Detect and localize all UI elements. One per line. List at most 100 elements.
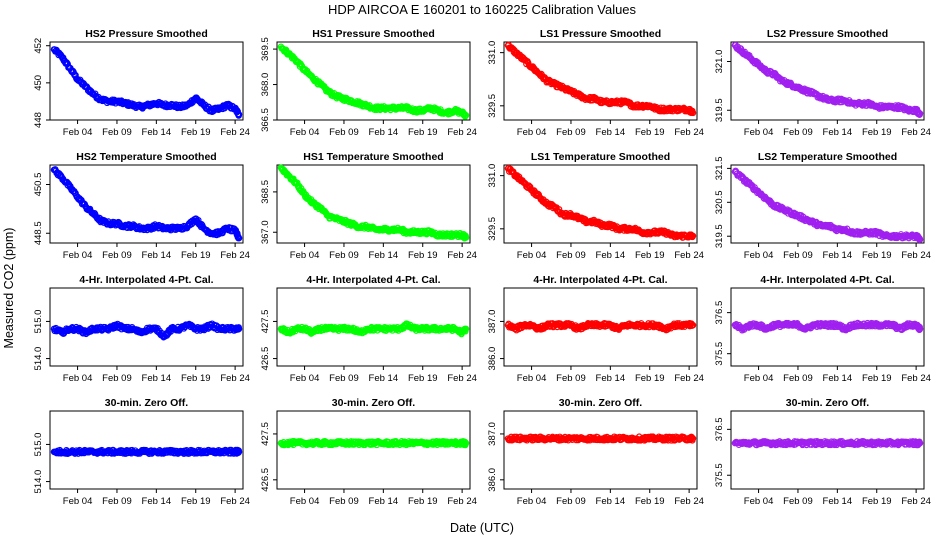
x-tick-label: Feb 19 <box>181 250 211 261</box>
y-tick-label: 427.5 <box>260 422 271 446</box>
y-tick-label: 319.5 <box>714 224 725 248</box>
data-point <box>689 109 696 116</box>
x-tick-label: Feb 14 <box>596 127 626 138</box>
y-axis-label: Measured CO2 (ppm) <box>2 228 16 349</box>
x-tick-label: Feb 19 <box>408 127 438 138</box>
x-tick-label: Feb 19 <box>181 373 211 384</box>
panel-3-3: 30-min. Zero Off.Feb 04 Feb 09 Feb 14 Feb 1… <box>714 397 931 507</box>
x-tick-label: Feb 24 <box>447 250 477 261</box>
x-tick-label: Feb 19 <box>862 373 892 384</box>
plot-frame <box>276 41 471 121</box>
y-tick-label: 321.0 <box>714 50 725 74</box>
panel-title: 30-min. Zero Off. <box>332 397 416 409</box>
x-tick-label: Feb 04 <box>517 373 547 384</box>
x-tick-label: Feb 04 <box>517 250 547 261</box>
data-point <box>234 108 241 115</box>
figure-title: HDP AIRCOA E 160201 to 160225 Calibratio… <box>328 2 637 17</box>
panel-title: LS1 Temperature Smoothed <box>531 151 670 163</box>
x-tick-label: Feb 14 <box>369 127 399 138</box>
x-tick-label: Feb 14 <box>596 496 626 507</box>
panel-3-0: 30-min. Zero Off.Feb 04 Feb 09 Feb 14 Feb 1… <box>33 397 250 507</box>
x-tick-label: Feb 04 <box>517 496 547 507</box>
y-tick-label: 514.0 <box>33 347 44 371</box>
x-tick-label: Feb 19 <box>408 250 438 261</box>
x-tick-label: Feb 19 <box>635 250 665 261</box>
y-tick-label: 426.5 <box>260 468 271 492</box>
x-tick-label: Feb 09 <box>783 250 813 261</box>
panel-title: HS1 Temperature Smoothed <box>303 151 443 163</box>
y-tick-label: 329.5 <box>487 94 498 118</box>
x-tick-label: Feb 09 <box>329 127 359 138</box>
x-tick-label: Feb 24 <box>901 496 931 507</box>
y-tick-label: 368.5 <box>260 180 271 204</box>
y-tick-label: 426.5 <box>260 347 271 371</box>
x-axis-label: Date (UTC) <box>450 521 514 535</box>
y-tick-label: 369.5 <box>260 37 271 61</box>
x-tick-label: Feb 09 <box>329 373 359 384</box>
x-tick-label: Feb 14 <box>369 373 399 384</box>
y-tick-label: 515.0 <box>33 433 44 457</box>
plot-frame <box>503 164 698 244</box>
x-tick-label: Feb 09 <box>102 496 132 507</box>
y-tick-label: 386.0 <box>487 468 498 492</box>
x-tick-label: Feb 19 <box>408 496 438 507</box>
plot-frame <box>503 41 698 121</box>
x-tick-label: Feb 14 <box>596 250 626 261</box>
panel-title: 4-Hr. Interpolated 4-Pt. Cal. <box>533 274 667 286</box>
x-tick-label: Feb 09 <box>556 373 586 384</box>
panel-title: HS2 Temperature Smoothed <box>76 151 216 163</box>
x-tick-label: Feb 04 <box>63 127 93 138</box>
y-tick-label: 319.5 <box>714 98 725 122</box>
y-tick-label: 514.0 <box>33 470 44 494</box>
y-tick-label: 427.5 <box>260 310 271 334</box>
x-tick-label: Feb 14 <box>369 250 399 261</box>
x-tick-label: Feb 24 <box>447 373 477 384</box>
panel-2-0: 4-Hr. Interpolated 4-Pt. Cal.Feb 04 Feb 0… <box>33 274 250 384</box>
panel-2-2: 4-Hr. Interpolated 4-Pt. Cal. Feb 04 Feb 0… <box>487 274 704 384</box>
x-tick-label: Feb 14 <box>142 373 172 384</box>
x-tick-label: Feb 09 <box>556 496 586 507</box>
y-tick-label: 376.5 <box>714 301 725 325</box>
panel-grid: HS2 Pressure Smoothed Feb 04 Feb 09 Feb 14 F… <box>33 28 931 507</box>
x-tick-label: Feb 09 <box>329 496 359 507</box>
x-tick-label: Feb 19 <box>408 373 438 384</box>
y-tick-label: 515.0 <box>33 310 44 334</box>
y-tick-label: 387.0 <box>487 422 498 446</box>
x-tick-label: Feb 14 <box>823 250 853 261</box>
data-point <box>235 112 242 119</box>
panel-title: LS1 Pressure Smoothed <box>540 28 661 40</box>
plot-frame <box>730 164 925 244</box>
x-tick-label: Feb 04 <box>63 250 93 261</box>
x-tick-label: Feb 19 <box>181 127 211 138</box>
x-tick-label: Feb 09 <box>783 373 813 384</box>
x-tick-label: Feb 24 <box>901 127 931 138</box>
x-tick-label: Feb 14 <box>823 127 853 138</box>
x-tick-label: Feb 14 <box>369 496 399 507</box>
panel-title: LS2 Temperature Smoothed <box>758 151 897 163</box>
y-tick-label: 450 <box>33 75 44 91</box>
x-tick-label: Feb 24 <box>447 127 477 138</box>
x-tick-label: Feb 04 <box>744 250 774 261</box>
x-tick-label: Feb 19 <box>635 496 665 507</box>
plot-frame <box>49 41 244 121</box>
y-tick-label: 376.5 <box>714 417 725 441</box>
plot-frame <box>276 410 471 490</box>
x-tick-label: Feb 24 <box>674 127 704 138</box>
y-tick-label: 329.5 <box>487 217 498 241</box>
x-tick-label: Feb 04 <box>63 373 93 384</box>
x-tick-label: Feb 09 <box>329 250 359 261</box>
panel-title: 4-Hr. Interpolated 4-Pt. Cal. <box>760 274 894 286</box>
x-tick-label: Feb 24 <box>674 250 704 261</box>
x-tick-label: Feb 19 <box>862 127 892 138</box>
plot-frame <box>503 410 698 490</box>
data-point <box>462 112 469 120</box>
panel-title: HS2 Pressure Smoothed <box>85 28 208 40</box>
y-tick-label: 367.0 <box>260 220 271 244</box>
x-tick-label: Feb 09 <box>783 127 813 138</box>
y-tick-label: 448.5 <box>33 221 44 245</box>
data-point <box>462 232 469 240</box>
x-tick-label: Feb 09 <box>102 250 132 261</box>
